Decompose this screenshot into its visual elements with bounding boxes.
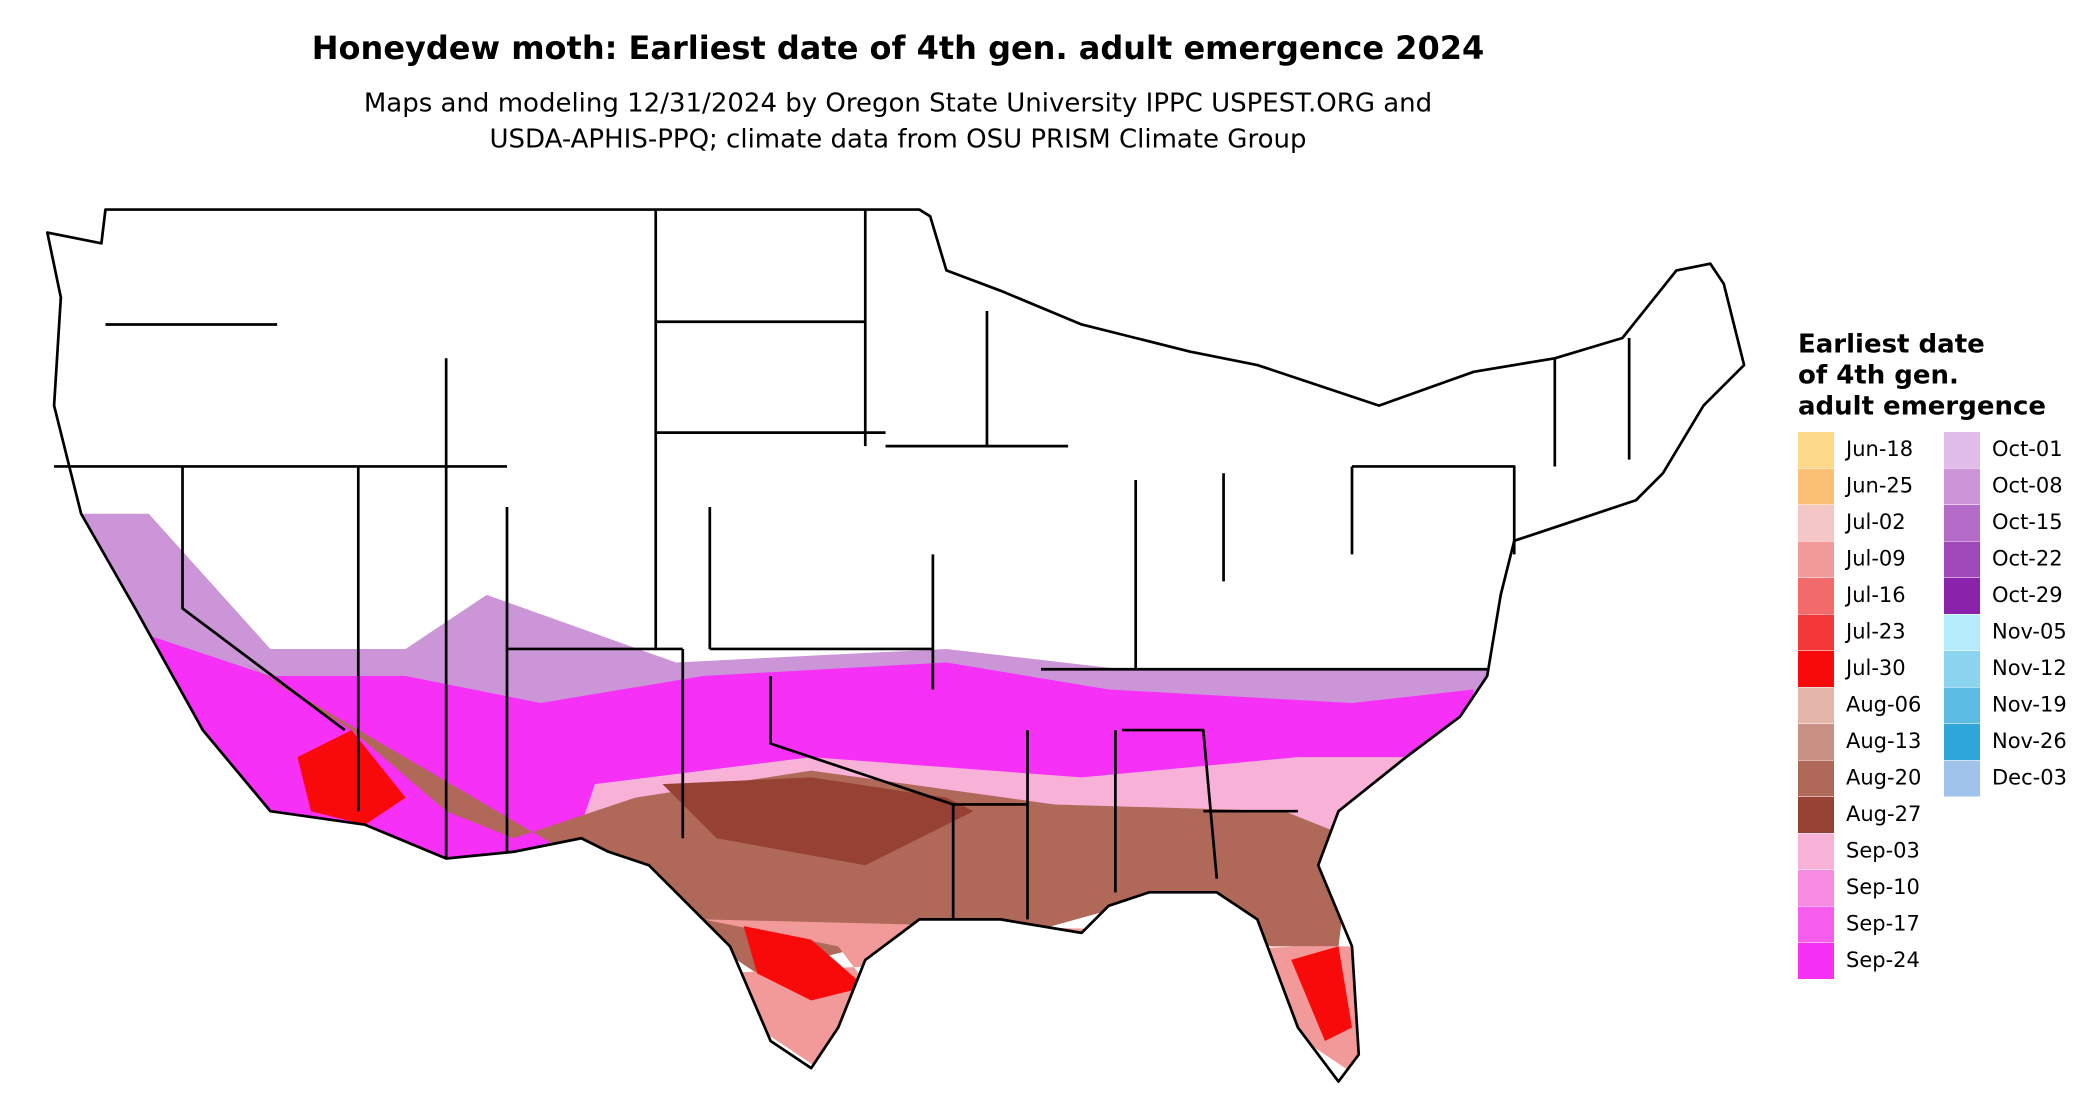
legend-title: of 4th gen. bbox=[1798, 361, 1959, 391]
legend-swatch bbox=[1944, 541, 1980, 578]
legend-title: Earliest date bbox=[1798, 330, 1985, 360]
legend-swatch bbox=[1944, 724, 1980, 760]
map-title: Honeydew moth: Earliest date of 4th gen.… bbox=[312, 29, 1484, 67]
legend-swatch bbox=[1798, 724, 1834, 760]
legend-label: Oct-29 bbox=[1992, 583, 2063, 607]
legend-label: Aug-20 bbox=[1846, 766, 1921, 790]
legend-label: Jul-09 bbox=[1844, 547, 1906, 571]
emergence-zones bbox=[81, 513, 1488, 1082]
legend-swatch bbox=[1944, 651, 1980, 687]
legend-swatch bbox=[1944, 578, 1980, 614]
legend-swatch bbox=[1798, 651, 1834, 687]
legend-label: Nov-12 bbox=[1992, 656, 2067, 680]
legend-label: Oct-15 bbox=[1992, 510, 2063, 534]
legend-label: Sep-17 bbox=[1846, 912, 1920, 936]
legend-label: Sep-10 bbox=[1846, 875, 1920, 899]
legend-swatch bbox=[1944, 760, 1980, 797]
legend-swatch bbox=[1798, 943, 1834, 979]
legend-swatch bbox=[1798, 468, 1834, 505]
subtitle: USDA-APHIS-PPQ; climate data from OSU PR… bbox=[490, 125, 1307, 155]
legend-label: Jul-16 bbox=[1844, 583, 1906, 607]
legend-label: Jul-30 bbox=[1844, 656, 1906, 680]
legend-label: Sep-24 bbox=[1846, 948, 1920, 972]
legend-label: Dec-03 bbox=[1992, 766, 2067, 790]
legend-label: Oct-01 bbox=[1992, 437, 2063, 461]
legend-swatch bbox=[1798, 797, 1834, 833]
us-map bbox=[45, 208, 1746, 1083]
legend-swatch bbox=[1798, 833, 1834, 870]
legend-swatch bbox=[1798, 906, 1834, 943]
legend-label: Oct-22 bbox=[1992, 547, 2063, 571]
legend-swatch bbox=[1944, 505, 1980, 541]
legend-swatch bbox=[1798, 578, 1834, 614]
legend-label: Aug-13 bbox=[1846, 729, 1921, 753]
legend-label: Jun-18 bbox=[1844, 437, 1913, 461]
legend-swatch bbox=[1944, 432, 1980, 468]
legend-swatch bbox=[1798, 614, 1834, 651]
legend-swatch bbox=[1944, 614, 1980, 651]
legend-swatch bbox=[1798, 687, 1834, 724]
legend-label: Jun-25 bbox=[1844, 474, 1913, 498]
legend-label: Aug-27 bbox=[1846, 802, 1921, 826]
legend-swatch bbox=[1798, 432, 1834, 468]
legend-label: Nov-05 bbox=[1992, 620, 2067, 644]
legend-label: Oct-08 bbox=[1992, 474, 2063, 498]
legend-swatch bbox=[1944, 468, 1980, 505]
legend-label: Aug-06 bbox=[1846, 693, 1921, 717]
legend: Earliest date of 4th gen. adult emergenc… bbox=[1798, 330, 2067, 979]
legend-swatch bbox=[1798, 870, 1834, 906]
subtitle: Maps and modeling 12/31/2024 by Oregon S… bbox=[364, 89, 1432, 119]
legend-swatch bbox=[1944, 687, 1980, 724]
legend-label: Nov-19 bbox=[1992, 693, 2067, 717]
legend-label: Jul-23 bbox=[1844, 620, 1906, 644]
legend-title: adult emergence bbox=[1798, 392, 2046, 422]
legend-label: Sep-03 bbox=[1846, 839, 1920, 863]
legend-swatch bbox=[1798, 760, 1834, 797]
legend-swatch bbox=[1798, 541, 1834, 578]
legend-label: Nov-26 bbox=[1992, 729, 2067, 753]
legend-swatch bbox=[1798, 505, 1834, 541]
legend-label: Jul-02 bbox=[1844, 510, 1906, 534]
